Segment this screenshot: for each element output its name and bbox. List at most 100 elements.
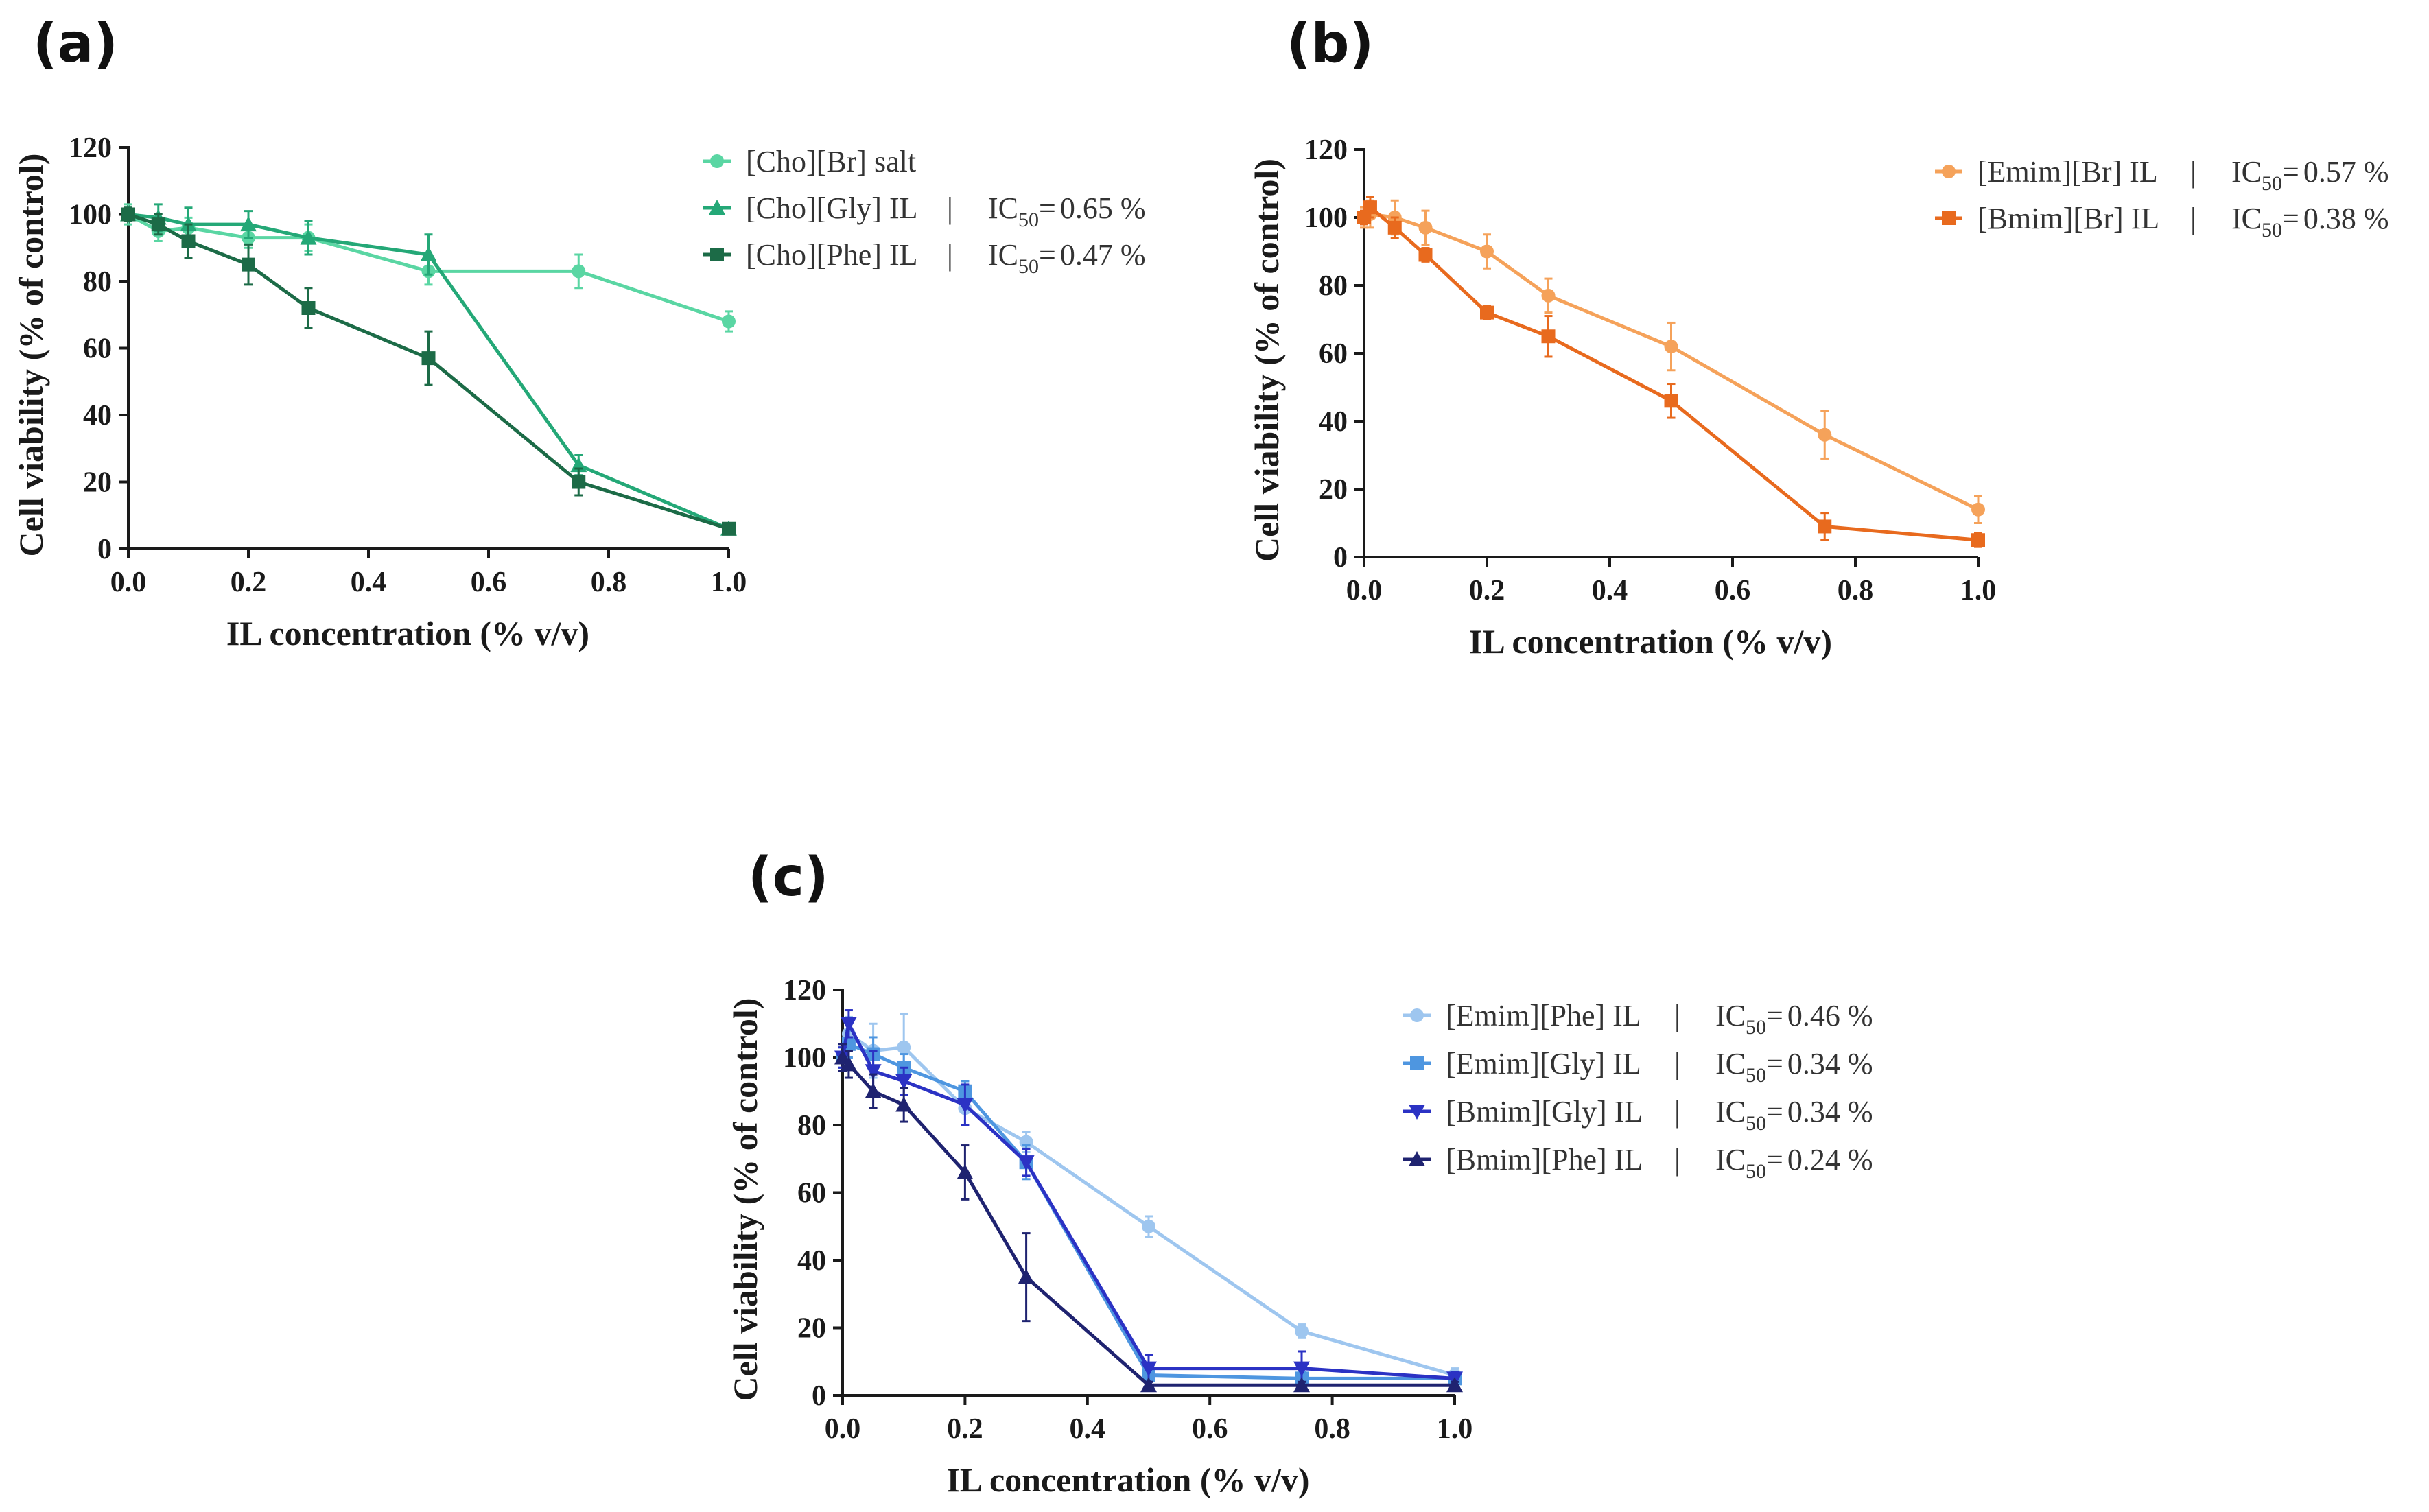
legend-separator: |: [947, 191, 953, 225]
ic50-subscript: 50: [2262, 219, 2282, 241]
data-point: [1387, 220, 1402, 235]
ic50-equals: =: [1039, 238, 1056, 272]
data-point: [957, 1098, 974, 1113]
y-tick-label: 80: [797, 1110, 826, 1142]
chart-panel-a: (a) 0 20 40 60 80 100 120 0.0 0.2 0.4 0.6 0.8 1.0 IL c…: [12, 13, 1145, 652]
legend-entry: [Bmim][Gly] IL | IC50= 0.34 %: [1403, 1095, 1873, 1135]
x-tick-label: 0.6: [1715, 575, 1751, 606]
ic50-equals: =: [1766, 999, 1783, 1032]
legend-separator: |: [2190, 155, 2196, 189]
legend-separator: |: [2190, 202, 2196, 235]
ic50-value: 0.24 %: [1787, 1143, 1873, 1177]
legend-separator: |: [1674, 1047, 1680, 1080]
legend-marker: [710, 248, 724, 261]
data-point: [121, 207, 135, 222]
data-point: [151, 217, 165, 232]
legend-label: [Emim][Br] IL: [1978, 155, 2158, 189]
y-tick-label: 80: [83, 266, 112, 298]
ic50-value: 0.65 %: [1060, 191, 1146, 225]
x-tick-label: 0.8: [1838, 575, 1874, 606]
ic50-subscript: 50: [1746, 1064, 1766, 1087]
x-tick-label: 0.6: [1192, 1413, 1228, 1445]
x-tick-label: 0.6: [471, 567, 507, 598]
ic50-subscript: 50: [1018, 209, 1039, 231]
data-point: [1971, 502, 1985, 517]
ic50-prefix: IC: [2231, 155, 2262, 189]
x-tick-label: 1.0: [1960, 575, 1997, 606]
data-point: [840, 1056, 857, 1072]
x-tick-label: 0.2: [231, 567, 267, 598]
ic50-subscript: 50: [2262, 172, 2282, 195]
legend-entry: [Cho][Phe] IL | IC50= 0.47 %: [703, 238, 1145, 278]
ic50-prefix: IC: [988, 191, 1018, 225]
y-tick-label: 40: [797, 1245, 826, 1277]
data-point: [957, 1163, 974, 1179]
data-point: [1480, 244, 1494, 259]
series-2: [836, 1029, 1462, 1386]
data-point: [1541, 288, 1556, 303]
series-2: [1357, 196, 1985, 548]
data-point: [1664, 340, 1678, 354]
data-point: [1140, 1377, 1157, 1393]
y-tick-label: 0: [1333, 542, 1348, 574]
ic50-value: 0.34 %: [1787, 1047, 1873, 1080]
ic50-subscript: 50: [1746, 1112, 1766, 1135]
ic50-subscript: 50: [1746, 1016, 1766, 1039]
data-point: [1140, 1361, 1157, 1377]
x-tick-label: 0.2: [1469, 575, 1505, 606]
series-line: [1362, 205, 1979, 542]
legend-entry: [Bmim][Phe] IL | IC50= 0.24 %: [1403, 1143, 1873, 1183]
legend-ic50: IC50= 0.24 %: [1715, 1143, 1873, 1183]
x-tick-label: 1.0: [1437, 1413, 1473, 1445]
chart-panel-c: (c) 0 20 40 60 80 100 120 0.0 0.2 0.4 0.6 0.8 1.0 IL c…: [726, 847, 1873, 1499]
series-3: [121, 206, 736, 536]
x-tick-label: 0.0: [825, 1413, 861, 1445]
data-point: [1818, 427, 1832, 442]
data-point: [865, 1083, 882, 1098]
legend-entry: [Bmim][Br] IL | IC50= 0.38 %: [1935, 202, 2389, 241]
x-axis-title: IL concentration (% v/v): [226, 614, 589, 652]
legend-marker: [1942, 165, 1956, 178]
ic50-value: 0.47 %: [1060, 238, 1146, 272]
y-tick-label: 0: [812, 1380, 826, 1412]
legend-marker: [1409, 1151, 1425, 1166]
series-line: [841, 1032, 1455, 1377]
y-tick-label: 120: [783, 975, 826, 1006]
data-point: [865, 1064, 882, 1080]
y-axis-title: Cell viability (% of control): [12, 154, 50, 557]
legend-ic50: IC50= 0.47 %: [988, 238, 1145, 278]
legend-label: [Cho][Gly] IL: [746, 191, 918, 225]
data-point: [1363, 200, 1377, 215]
series-3: [834, 1009, 1463, 1387]
legend-entry: [Cho][Br] salt: [703, 145, 916, 178]
legend-label: [Cho][Br] salt: [746, 145, 916, 178]
ic50-equals: =: [1766, 1095, 1783, 1129]
ic50-prefix: IC: [1715, 1047, 1746, 1080]
x-tick-label: 1.0: [711, 567, 747, 598]
ic50-equals: =: [1039, 191, 1056, 225]
data-point: [895, 1074, 913, 1089]
series-1: [836, 1012, 1462, 1383]
ic50-subscript: 50: [1746, 1160, 1766, 1183]
y-tick-label: 40: [1319, 406, 1348, 438]
x-tick-label: 0.4: [1070, 1413, 1106, 1445]
y-tick-label: 100: [1304, 202, 1348, 234]
data-point: [1480, 305, 1494, 320]
data-point: [1541, 329, 1556, 344]
data-point: [895, 1096, 913, 1112]
series-1: [1357, 199, 1985, 524]
x-tick-label: 0.0: [1346, 575, 1383, 606]
data-point: [722, 521, 736, 536]
data-point: [572, 264, 586, 279]
data-point: [1418, 248, 1433, 262]
panel-label: (a): [33, 13, 118, 75]
data-point: [1971, 533, 1985, 547]
y-tick-label: 60: [1319, 338, 1348, 370]
legend-entry: [Emim][Br] IL | IC50= 0.57 %: [1935, 155, 2389, 195]
ic50-prefix: IC: [1715, 1143, 1746, 1177]
legend-label: [Bmim][Phe] IL: [1446, 1143, 1643, 1177]
data-point: [897, 1040, 911, 1054]
legend-label: [Emim][Phe] IL: [1446, 999, 1641, 1032]
data-point: [181, 234, 196, 248]
ic50-equals: =: [1766, 1143, 1783, 1177]
